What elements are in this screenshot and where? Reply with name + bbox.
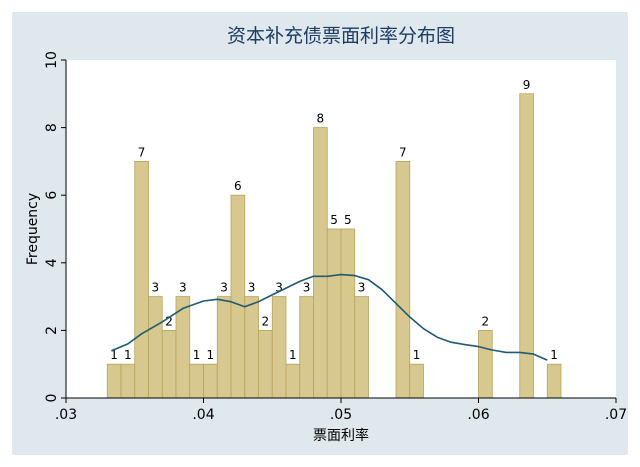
y-tick-label: 4 — [44, 258, 60, 267]
bar-count-label: 9 — [523, 78, 531, 92]
bar-count-label: 2 — [482, 314, 490, 328]
y-tick-label: 10 — [44, 51, 60, 69]
bar-count-label: 3 — [303, 281, 311, 295]
histogram-bar — [285, 363, 301, 399]
x-tick-label: .07 — [605, 407, 627, 423]
bar-count-label: 1 — [550, 348, 558, 362]
y-tick-label: 2 — [44, 326, 60, 335]
bar-count-label: 1 — [289, 348, 297, 362]
bar-count-label: 3 — [275, 281, 283, 295]
bar-count-label: 1 — [110, 348, 118, 362]
x-axis-title: 票面利率 — [313, 427, 369, 444]
bar-count-label: 1 — [124, 348, 132, 362]
histogram-bar — [478, 329, 493, 399]
bar-count-label: 1 — [413, 348, 421, 362]
bar-count-label: 5 — [344, 213, 352, 227]
bar-count-label: 3 — [248, 281, 256, 295]
histogram-bar — [340, 228, 356, 399]
axes-group: 0 2 4 6 8 10 .03 .04 .05 .06 .07 — [44, 51, 627, 423]
bar-count-label: 2 — [262, 314, 270, 328]
histogram-bar — [271, 296, 287, 399]
chart-title: 资本补充债票面利率分布图 — [227, 25, 455, 47]
bar-count-label: 1 — [193, 348, 201, 362]
histogram-bar — [161, 329, 177, 399]
histogram-bar — [230, 194, 246, 399]
density-curve-group — [111, 273, 548, 361]
histogram-bar — [244, 296, 259, 399]
x-tick-label: .06 — [467, 407, 489, 423]
histogram-bar — [258, 329, 273, 399]
histogram-bar — [189, 363, 204, 399]
histogram-bar — [313, 127, 328, 399]
histogram-bar — [134, 160, 149, 399]
x-tick-label: .04 — [192, 407, 214, 423]
histogram-bar — [106, 363, 122, 399]
bar-count-label: 5 — [330, 213, 338, 227]
y-tick-label: 0 — [44, 394, 60, 403]
bar-count-label: 1 — [207, 348, 215, 362]
bar-count-label: 8 — [317, 112, 325, 126]
x-tick-label: .05 — [330, 407, 352, 423]
histogram-bar — [546, 363, 562, 399]
histogram-bar — [216, 296, 232, 399]
histogram-bar — [326, 228, 342, 399]
bar-count-label: 7 — [138, 145, 146, 159]
histogram-bar — [120, 363, 136, 399]
histogram-bar — [354, 296, 369, 399]
density-curve-line — [111, 273, 548, 361]
y-tick-label: 8 — [44, 123, 60, 132]
x-tick-label: .03 — [55, 407, 77, 423]
bars-group — [106, 93, 562, 399]
histogram-bar — [409, 363, 424, 399]
y-axis-title: Frequency — [25, 193, 41, 265]
bar-count-label: 3 — [152, 281, 160, 295]
bar-count-label: 7 — [399, 145, 407, 159]
bar-count-label: 3 — [179, 281, 187, 295]
histogram-bar — [203, 363, 218, 399]
histogram-bar — [299, 296, 314, 399]
histogram-bar — [395, 160, 411, 399]
bar-count-label: 3 — [358, 281, 366, 295]
y-tick-label: 6 — [44, 191, 60, 200]
bar-count-label: 6 — [234, 179, 242, 193]
bar-count-label: 3 — [220, 281, 228, 295]
histogram-bar — [148, 296, 163, 399]
bar-count-label: 2 — [165, 314, 173, 328]
